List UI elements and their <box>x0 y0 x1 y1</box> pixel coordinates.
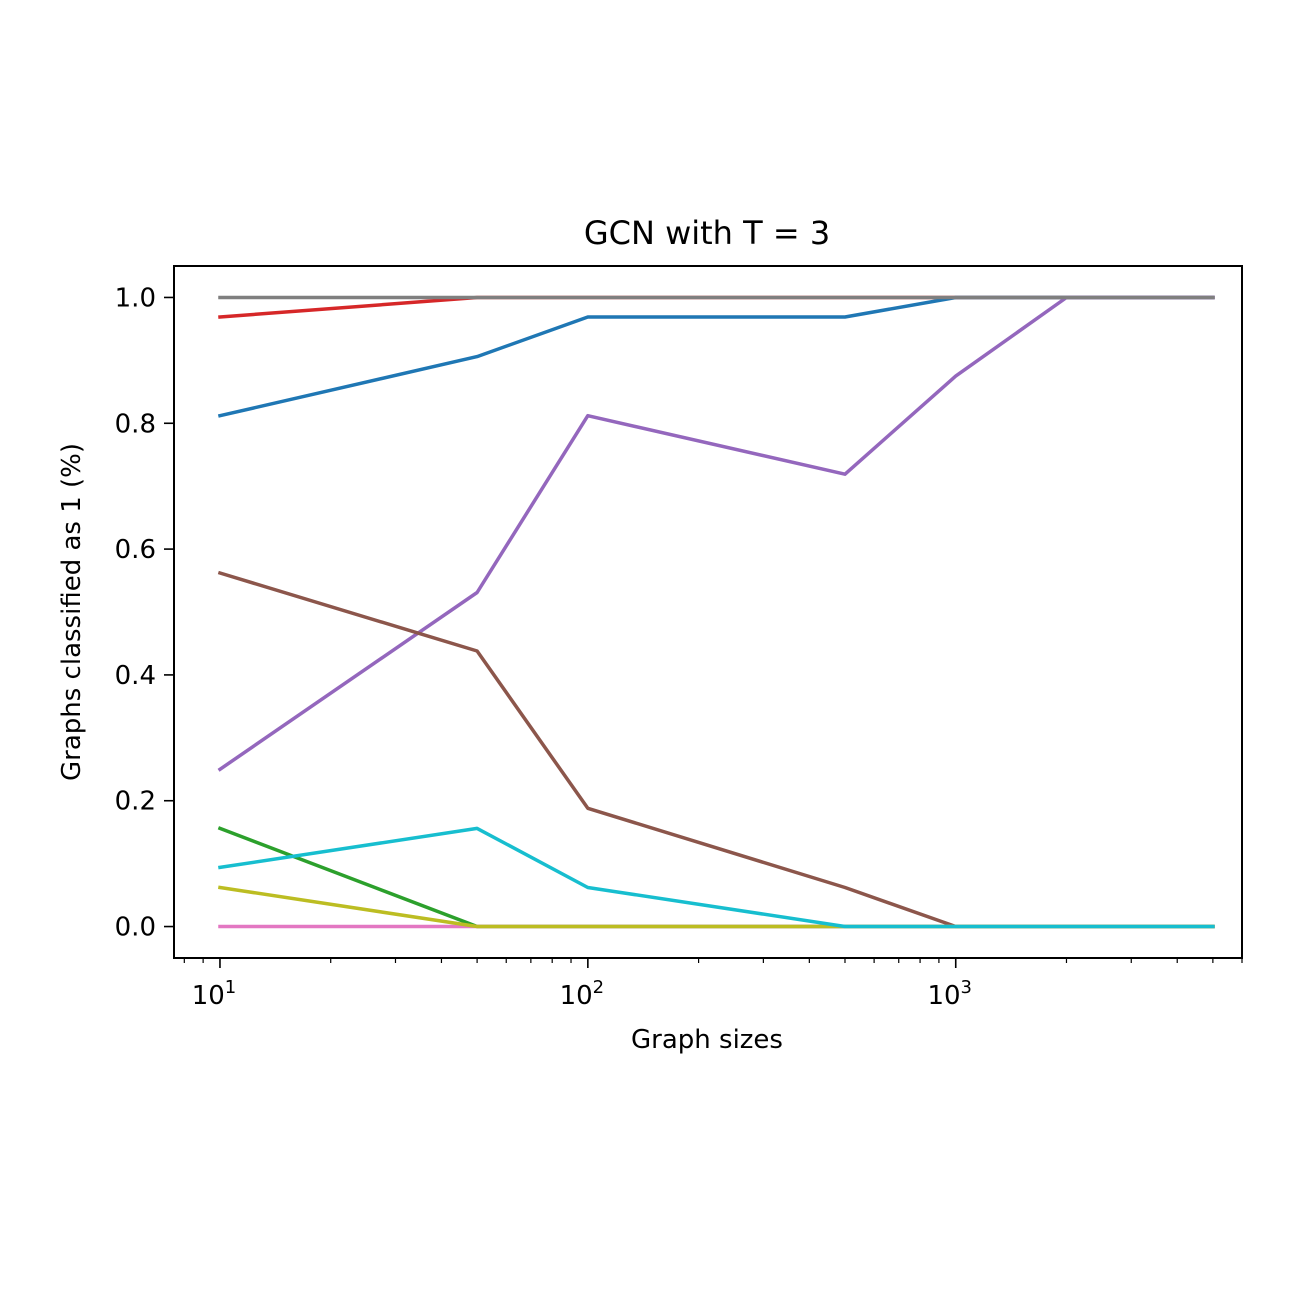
y-tick-label: 1.0 <box>115 283 156 313</box>
series-line-3 <box>217 295 1215 772</box>
x-axis-label: Graph sizes <box>631 1025 783 1055</box>
series-line-4 <box>217 570 1215 929</box>
x-tick-label: 101 <box>192 977 237 1011</box>
chart-title: GCN with T = 3 <box>584 214 830 252</box>
y-tick-label: 0.2 <box>115 787 156 817</box>
series-line-8 <box>218 826 1215 929</box>
y-tick-label: 0.4 <box>115 661 156 691</box>
series-line-2 <box>217 295 1215 418</box>
y-axis-label: Graphs classified as 1 (%) <box>57 443 87 781</box>
plot-area-frame <box>173 265 1243 959</box>
x-tick-label: 102 <box>560 977 605 1011</box>
y-axis-ticks: 0.0 0.2 0.4 0.6 0.8 1.0 <box>115 283 174 943</box>
y-tick-label: 0.8 <box>115 409 156 439</box>
x-axis-ticks: 101 102 103 <box>183 958 1243 1011</box>
y-tick-label: 0.0 <box>115 913 156 943</box>
y-tick-label: 0.6 <box>115 535 156 565</box>
series-layer <box>217 295 1215 929</box>
x-tick-label: 103 <box>927 977 972 1011</box>
